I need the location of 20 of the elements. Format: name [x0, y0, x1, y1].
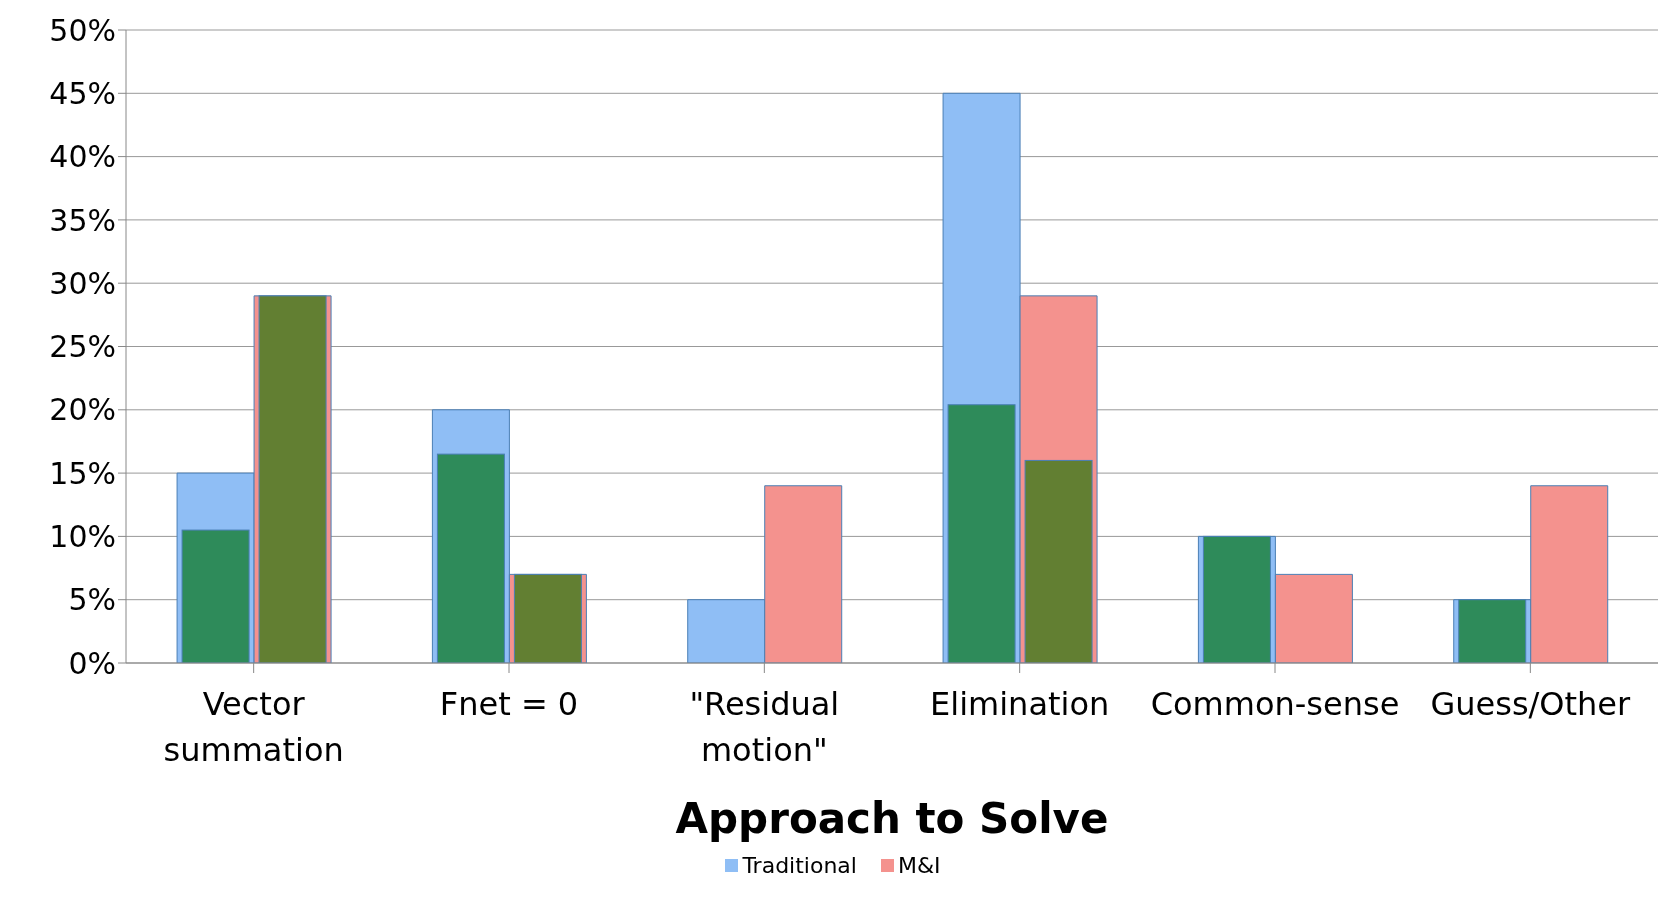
y-tick-label: 45% [49, 75, 116, 111]
x-tick-label: Fnet = 0 [439, 685, 579, 723]
y-tick-label: 0% [68, 645, 116, 681]
legend-label: M&I [896, 853, 941, 878]
y-tick-label: 5% [68, 582, 116, 618]
x-tick-label: Elimination [930, 685, 1110, 723]
x-tick-label: Guess/Other [1430, 685, 1632, 723]
x-axis-title: Approach to Solve [675, 794, 1109, 843]
y-tick-label: 20% [49, 392, 116, 428]
y-tick-label: 30% [49, 265, 116, 301]
legend-label: Traditional [741, 853, 857, 878]
y-tick-label: 35% [49, 202, 116, 238]
y-tick-label: 25% [49, 329, 116, 365]
y-tick-label: 40% [49, 139, 116, 175]
x-tick-label: "Residual motion" [689, 685, 840, 769]
y-tick-label: 50% [49, 12, 116, 48]
y-tick-label: 15% [49, 455, 116, 491]
y-tick-label: 10% [49, 519, 116, 555]
x-tick-label: Vector summation [163, 685, 344, 769]
x-tick-label: Common-sense [1150, 685, 1400, 723]
